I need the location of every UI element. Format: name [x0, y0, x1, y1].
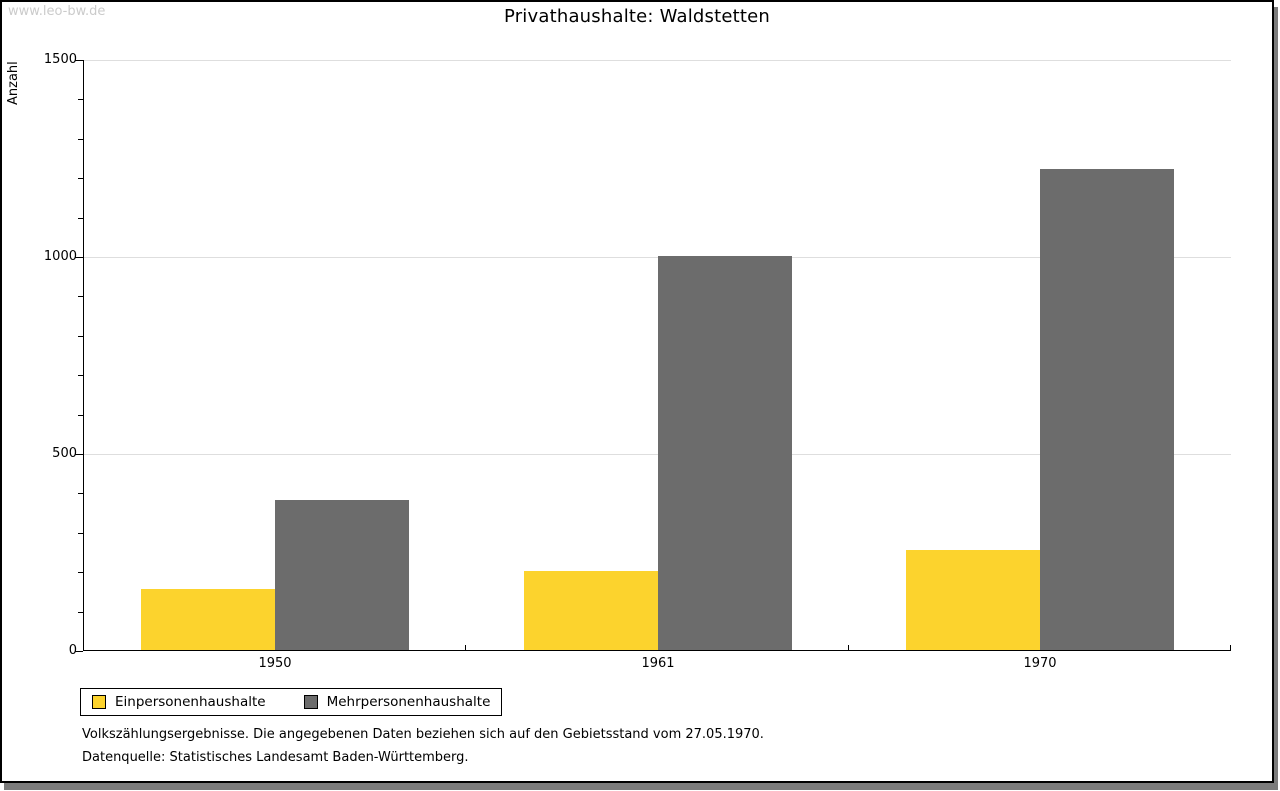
legend-item-mehrpersonenhaushalte: Mehrpersonenhaushalte	[303, 694, 491, 710]
y-minor-tick-100	[78, 612, 83, 613]
x-axis-line	[83, 650, 1231, 651]
y-minor-tick-1200	[78, 178, 83, 179]
y-minor-tick-1300	[78, 139, 83, 140]
legend-label-einpersonenhaushalte: Einpersonenhaushalte	[115, 694, 266, 710]
bar-einpersonenhaushalte-1961	[524, 571, 658, 650]
legend-swatch-mehrpersonenhaushalte	[303, 695, 318, 709]
legend-item-einpersonenhaushalte: Einpersonenhaushalte	[92, 694, 266, 710]
y-minor-tick-700	[78, 375, 83, 376]
watermark: www.leo-bw.de	[8, 4, 106, 19]
gridline-1000	[84, 257, 1231, 258]
y-minor-tick-800	[78, 336, 83, 337]
y-minor-tick-400	[78, 493, 83, 494]
plot-area	[75, 60, 1231, 652]
y-minor-tick-1400	[78, 99, 83, 100]
y-minor-tick-300	[78, 533, 83, 534]
chart-title: Privathaushalte: Waldstetten	[503, 6, 771, 27]
x-tick-label-1950: 1950	[258, 656, 292, 671]
y-minor-tick-900	[78, 296, 83, 297]
legend-label-mehrpersonenhaushalte: Mehrpersonenhaushalte	[326, 694, 491, 710]
y-tick-label-1000: 1000	[43, 249, 77, 264]
x-tick-label-1961: 1961	[641, 656, 675, 671]
y-tick-500	[75, 454, 83, 455]
y-tick-0	[75, 651, 83, 652]
bar-mehrpersonenhaushalte-1961	[658, 256, 792, 650]
footnote-source-note: Volkszählungsergebnisse. Die angegebenen…	[82, 727, 764, 742]
y-tick-1500	[75, 60, 83, 61]
y-minor-tick-200	[78, 572, 83, 573]
gridline-1500	[84, 60, 1231, 61]
x-boundary-tick-3	[1230, 645, 1231, 650]
x-boundary-tick-2	[848, 645, 849, 650]
bar-mehrpersonenhaushalte-1950	[275, 500, 409, 650]
y-minor-tick-1100	[78, 218, 83, 219]
bar-mehrpersonenhaushalte-1970	[1040, 169, 1174, 650]
y-tick-label-500: 500	[52, 446, 77, 461]
x-boundary-tick-1	[465, 645, 466, 650]
y-minor-tick-600	[78, 415, 83, 416]
y-axis-line	[83, 60, 84, 651]
bar-einpersonenhaushalte-1950	[141, 589, 275, 650]
x-tick-label-1970: 1970	[1023, 656, 1057, 671]
bar-einpersonenhaushalte-1970	[906, 550, 1040, 650]
footnote-data-source: Datenquelle: Statistisches Landesamt Bad…	[82, 750, 469, 765]
legend: Einpersonenhaushalte Mehrpersonenhaushalt…	[80, 688, 503, 716]
y-tick-label-1500: 1500	[43, 52, 77, 67]
y-tick-label-0: 0	[68, 643, 77, 658]
y-tick-1000	[75, 257, 83, 258]
gridline-500	[84, 454, 1231, 455]
legend-swatch-einpersonenhaushalte	[92, 695, 106, 709]
